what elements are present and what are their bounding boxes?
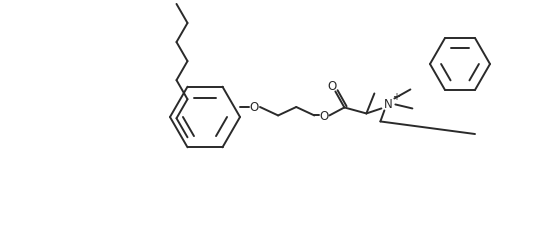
Text: O: O: [249, 101, 258, 114]
Text: N: N: [384, 97, 393, 110]
Text: O: O: [328, 80, 337, 92]
Text: O: O: [320, 110, 329, 122]
Text: +: +: [392, 92, 400, 102]
